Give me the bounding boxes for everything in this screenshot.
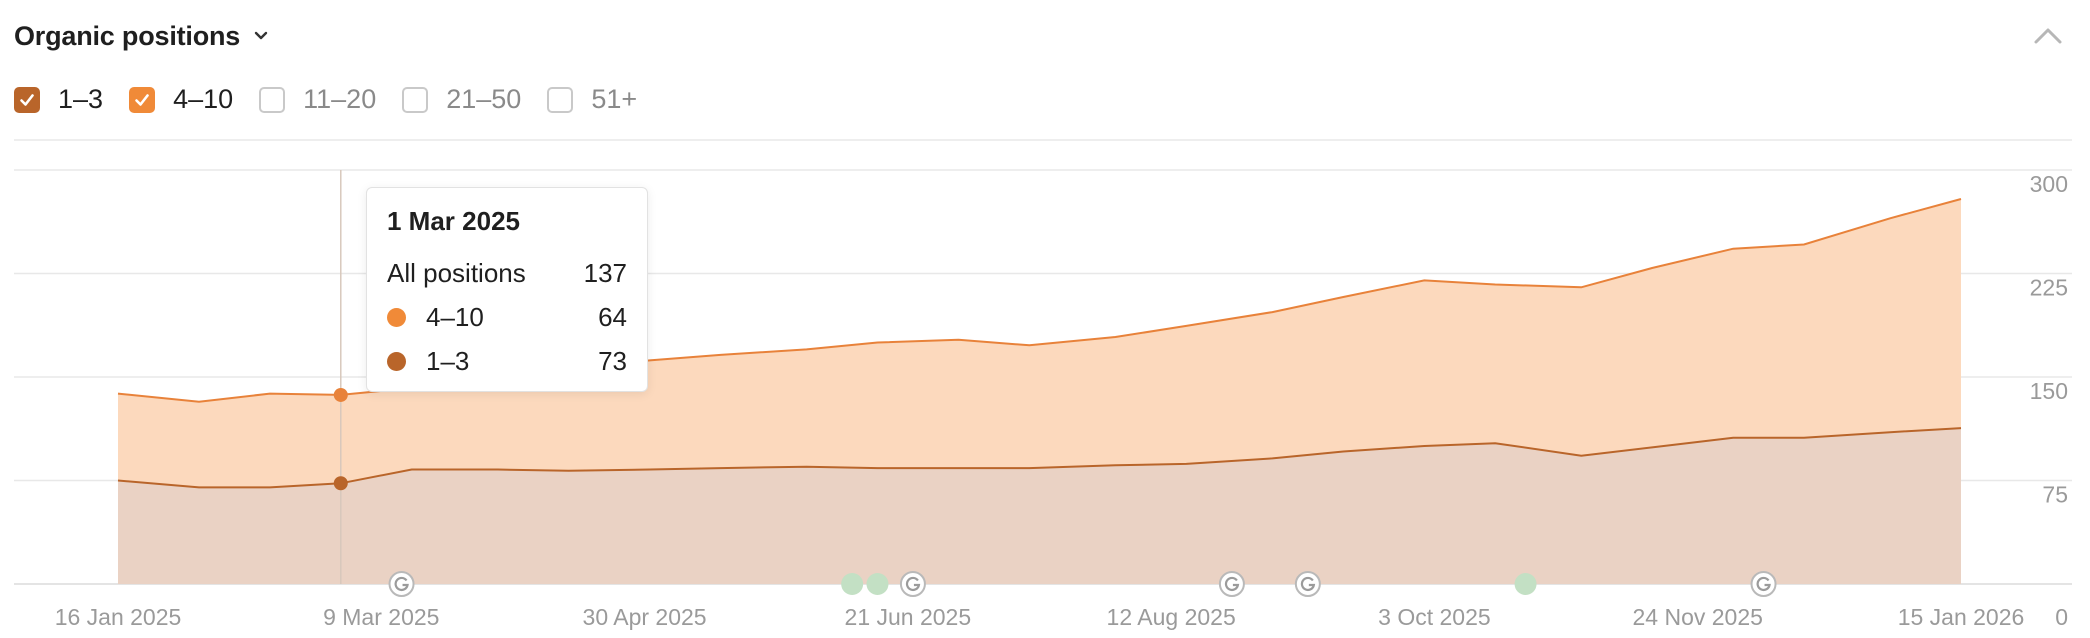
tooltip-row-1-3: 1–3 73 <box>387 339 627 383</box>
checkbox-11-20[interactable] <box>259 86 286 113</box>
tooltip-value-4-10: 64 <box>598 301 627 332</box>
chevron-up-icon[interactable] <box>2028 16 2068 56</box>
hover-point-1-3 <box>333 476 348 491</box>
filter-21-50[interactable]: 21–50 <box>402 84 521 115</box>
x-tick-label: 3 Oct 2025 <box>1378 604 1491 630</box>
checkbox-21-50[interactable] <box>402 86 429 113</box>
event-marker[interactable] <box>1514 573 1537 595</box>
google-g-icon <box>1300 576 1316 592</box>
filter-label-51-plus: 51+ <box>591 84 638 114</box>
tooltip-date: 1 Mar 2025 <box>387 206 520 236</box>
y-tick-label: 300 <box>2030 171 2068 197</box>
checkmark-icon <box>135 93 149 106</box>
x-tick-label: 9 Mar 2025 <box>323 604 439 630</box>
tooltip-label-1-3: 1–3 <box>426 345 470 376</box>
google-g-icon <box>1756 576 1771 592</box>
tooltip-total-row: All positions 137 <box>387 251 627 295</box>
position-filters: 1–3 4–10 11–20 21–50 51+ <box>14 84 663 115</box>
google-update-marker[interactable] <box>1218 571 1245 597</box>
tooltip-total-label: All positions <box>387 257 526 288</box>
tooltip-total-value: 137 <box>583 257 627 288</box>
line-1-3 <box>117 427 1962 489</box>
filter-4-10[interactable]: 4–10 <box>129 84 233 115</box>
x-tick-label: 21 Jun 2025 <box>845 604 972 630</box>
chevron-down-icon[interactable] <box>250 25 272 47</box>
google-update-marker[interactable] <box>1750 571 1777 597</box>
google-update-marker[interactable] <box>1294 571 1321 597</box>
y-tick-label: 0 <box>2055 604 2068 630</box>
checkbox-51-plus[interactable] <box>547 86 574 113</box>
checkbox-1-3[interactable] <box>14 86 40 113</box>
y-tick-label: 75 <box>2042 482 2068 508</box>
event-marker[interactable] <box>866 573 889 595</box>
x-tick-label: 16 Jan 2025 <box>55 604 182 630</box>
google-g-icon <box>905 576 921 592</box>
chart-tooltip: 1 Mar 2025 All positions 137 4–10 64 1–3… <box>366 187 648 392</box>
tooltip-label-4-10: 4–10 <box>426 301 484 332</box>
checkmark-icon <box>20 93 34 106</box>
x-tick-label: 15 Jan 2026 <box>1898 604 2025 630</box>
x-tick-label: 30 Apr 2025 <box>583 604 707 630</box>
google-update-marker[interactable] <box>899 571 926 597</box>
google-g-icon <box>394 576 409 592</box>
x-tick-label: 24 Nov 2025 <box>1632 604 1762 630</box>
x-tick-label: 12 Aug 2025 <box>1107 604 1236 630</box>
tooltip-row-4-10: 4–10 64 <box>387 295 627 339</box>
tooltip-value-1-3: 73 <box>598 345 627 376</box>
tooltip-dot-1-3 <box>387 351 406 371</box>
tooltip-dot-4-10 <box>387 307 406 327</box>
hover-point-4-10 <box>333 387 348 402</box>
filter-label-21-50: 21–50 <box>446 84 522 114</box>
filter-1-3[interactable]: 1–3 <box>14 84 103 115</box>
chart-title: Organic positions <box>14 20 241 51</box>
chart-header: Organic positions <box>14 16 272 56</box>
google-g-icon <box>1224 576 1240 592</box>
filter-11-20[interactable]: 11–20 <box>259 84 376 115</box>
google-update-marker[interactable] <box>388 571 415 597</box>
filter-label-11-20: 11–20 <box>303 84 377 114</box>
filter-label-4-10: 4–10 <box>173 84 234 114</box>
area-1-3 <box>118 428 1961 584</box>
y-tick-label: 225 <box>2030 275 2068 301</box>
y-tick-label: 150 <box>2030 378 2068 404</box>
filter-label-1-3: 1–3 <box>58 84 104 114</box>
filter-51-plus[interactable]: 51+ <box>547 84 637 115</box>
event-marker[interactable] <box>841 573 864 595</box>
checkbox-4-10[interactable] <box>129 86 156 113</box>
